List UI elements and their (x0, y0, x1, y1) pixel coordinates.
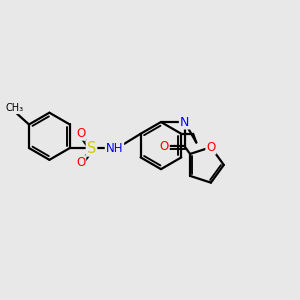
Text: O: O (76, 127, 85, 140)
Text: NH: NH (106, 142, 123, 154)
Text: S: S (87, 140, 96, 155)
Text: N: N (180, 116, 189, 128)
Text: O: O (160, 140, 169, 153)
Text: O: O (206, 141, 215, 154)
Text: O: O (76, 156, 85, 169)
Text: CH₃: CH₃ (5, 103, 23, 113)
